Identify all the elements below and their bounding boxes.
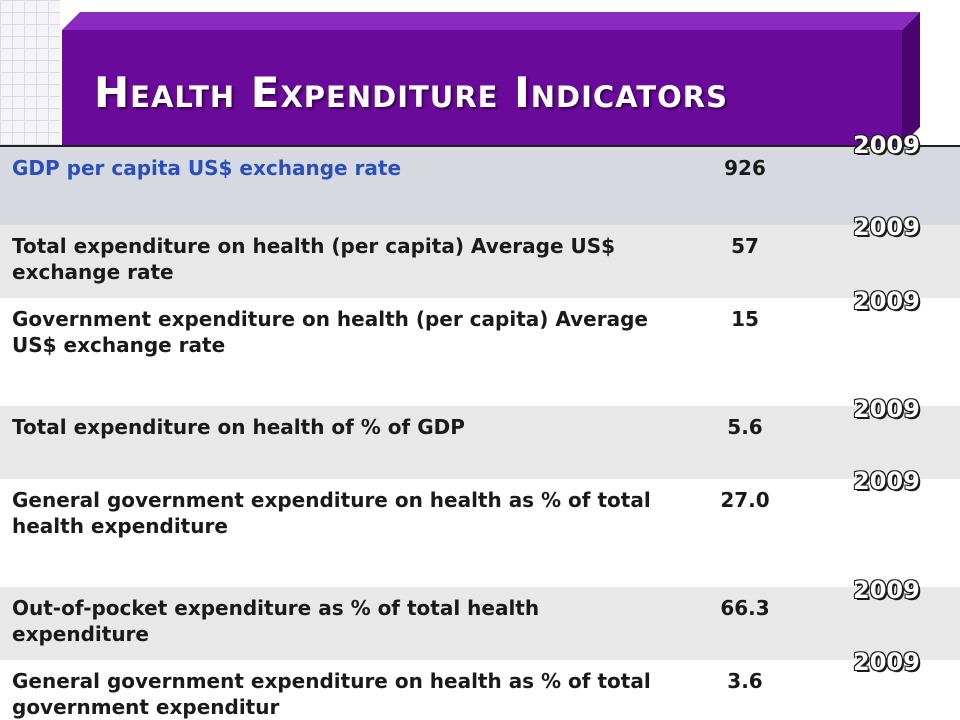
year-label: 2009 <box>853 287 920 315</box>
indicator-label: Total expenditure on health (per capita)… <box>12 234 616 284</box>
background-grid-pattern <box>0 0 60 150</box>
indicator-label: GDP per capita US$ exchange rate <box>12 156 402 180</box>
indicator-label: Government expenditure on health (per ca… <box>12 307 648 357</box>
indicator-value: 57 <box>731 234 759 258</box>
banner-shape <box>62 12 920 145</box>
year-label: 2009 <box>853 131 920 159</box>
year-label: 2009 <box>853 467 920 495</box>
indicator-value: 926 <box>724 156 766 180</box>
indicator-label: Out-of-pocket expenditure as % of total … <box>12 596 540 646</box>
indicator-value: 27.0 <box>720 488 770 512</box>
indicator-label: General government expenditure on health… <box>12 488 651 538</box>
table-row: General government expenditure on health… <box>0 660 960 720</box>
indicator-label: Total expenditure on health of % of GDP <box>12 415 465 439</box>
table-row: Total expenditure on health (per capita)… <box>0 225 960 298</box>
indicator-value: 3.6 <box>727 669 763 693</box>
year-label: 2009 <box>853 395 920 423</box>
page-title: Health Expenditure Indicators <box>94 68 728 117</box>
indicator-label: General government expenditure on health… <box>12 669 651 719</box>
year-label: 2009 <box>853 213 920 241</box>
table-row: GDP per capita US$ exchange rate 926 <box>0 145 960 227</box>
table-row: Total expenditure on health of % of GDP … <box>0 406 960 479</box>
indicator-value: 15 <box>731 307 759 331</box>
indicator-value: 5.6 <box>727 415 763 439</box>
title-banner: Health Expenditure Indicators <box>62 12 920 145</box>
table-row: General government expenditure on health… <box>0 479 960 587</box>
table-row: Government expenditure on health (per ca… <box>0 298 960 406</box>
year-label: 2009 <box>853 576 920 604</box>
indicator-value: 66.3 <box>720 596 770 620</box>
year-label: 2009 <box>853 648 920 676</box>
table-row: Out-of-pocket expenditure as % of total … <box>0 587 960 660</box>
